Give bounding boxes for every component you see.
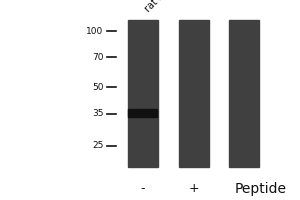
Text: 50: 50	[92, 83, 103, 92]
Text: Peptide: Peptide	[235, 182, 287, 196]
Text: rat spleen: rat spleen	[143, 0, 185, 14]
Bar	[230, 20, 260, 167]
Text: +: +	[188, 182, 199, 196]
Bar	[128, 20, 158, 167]
Text: -: -	[140, 182, 145, 196]
Text: 70: 70	[92, 52, 103, 62]
Bar	[128, 109, 157, 117]
Text: 35: 35	[92, 110, 103, 118]
Bar	[178, 20, 208, 167]
Text: 100: 100	[86, 26, 103, 36]
Text: 25: 25	[92, 142, 103, 150]
